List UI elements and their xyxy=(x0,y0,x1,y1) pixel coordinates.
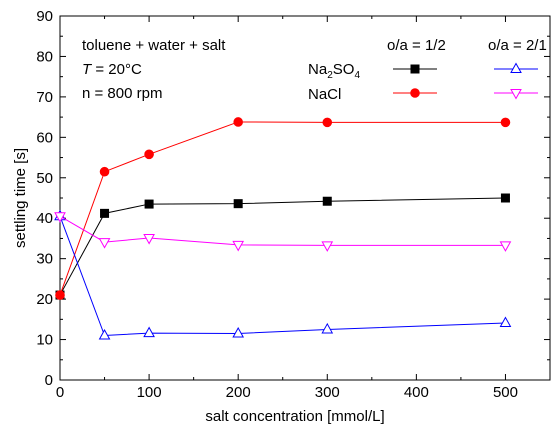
data-point xyxy=(500,193,510,203)
y-axis-title: settling time [s] xyxy=(12,148,29,248)
legend-label-na2so4-sub2: 4 xyxy=(354,70,360,81)
series-line xyxy=(59,216,506,337)
data-point xyxy=(500,117,511,128)
legend-header-oa-2-1: o/a = 2/1 xyxy=(488,37,547,54)
legend-label-nacl: NaCl xyxy=(308,86,341,103)
legend: o/a = 1/2 o/a = 2/1 Na2SO4 NaCl xyxy=(308,37,547,103)
data-point xyxy=(232,240,245,252)
legend-label-na2so4-so: SO xyxy=(333,61,355,78)
y-tick-label: 30 xyxy=(36,251,53,268)
data-point xyxy=(98,328,111,340)
legend-header-oa-1-2: o/a = 1/2 xyxy=(387,37,446,54)
annotation-stirring-speed: n = 800 rpm xyxy=(82,85,162,102)
data-point xyxy=(499,241,512,252)
legend-marks xyxy=(393,62,538,100)
axis-ticks: 0 100 200 300 400 500 0 10 20 30 40 50 60 70 80 90 xyxy=(36,8,551,401)
data-point xyxy=(321,322,334,334)
legend-label-na2so4-sub1: 2 xyxy=(327,70,333,81)
legend-label-na2so4: Na2SO4 xyxy=(308,61,360,81)
data-point xyxy=(98,238,111,249)
data-point xyxy=(99,166,110,177)
x-tick-label: 0 xyxy=(56,384,64,401)
series-line xyxy=(59,197,506,296)
y-tick-label: 80 xyxy=(36,48,53,65)
y-tick-label: 50 xyxy=(36,170,53,187)
annotation-system: toluene + water + salt xyxy=(82,37,226,54)
legend-marker xyxy=(510,89,522,100)
data-series xyxy=(54,117,512,340)
data-point xyxy=(100,208,110,218)
x-tick-label: 200 xyxy=(226,384,251,401)
series-0 xyxy=(55,193,510,300)
y-tick-label: 40 xyxy=(36,210,53,227)
x-tick-label: 100 xyxy=(137,384,162,401)
x-tick-label: 300 xyxy=(315,384,340,401)
series-line xyxy=(59,121,506,296)
legend-label-na2so4-na: Na xyxy=(308,61,328,78)
y-tick-label: 90 xyxy=(36,8,53,25)
data-point xyxy=(499,316,512,327)
data-point xyxy=(322,117,333,128)
annotation-temperature-symbol: T xyxy=(82,61,93,78)
legend-marker xyxy=(410,88,420,98)
x-tick-label: 500 xyxy=(493,384,518,401)
annotation-temperature: T = 20°C xyxy=(82,61,142,78)
data-point xyxy=(144,199,154,209)
data-point xyxy=(144,149,154,160)
series-line xyxy=(59,215,506,246)
data-point xyxy=(143,234,155,245)
data-point xyxy=(54,212,66,223)
data-point xyxy=(322,196,332,206)
y-tick-label: 20 xyxy=(36,291,53,308)
legend-marker xyxy=(510,62,522,73)
series-2 xyxy=(54,209,512,340)
data-point xyxy=(321,241,334,252)
data-point xyxy=(233,117,243,127)
data-point xyxy=(233,199,243,209)
annotation-temperature-value: = 20°C xyxy=(91,61,142,78)
data-point xyxy=(232,326,245,338)
y-tick-label: 60 xyxy=(36,129,53,146)
y-tick-label: 0 xyxy=(45,372,53,389)
series-1 xyxy=(55,117,511,300)
legend-marker xyxy=(410,64,420,74)
x-tick-label: 400 xyxy=(404,384,429,401)
y-tick-label: 10 xyxy=(36,332,53,349)
data-point xyxy=(143,326,155,338)
x-axis-title: salt concentration [mmol/L] xyxy=(205,408,384,425)
series-3 xyxy=(54,212,512,252)
data-point xyxy=(55,290,65,300)
y-tick-label: 70 xyxy=(36,89,53,106)
